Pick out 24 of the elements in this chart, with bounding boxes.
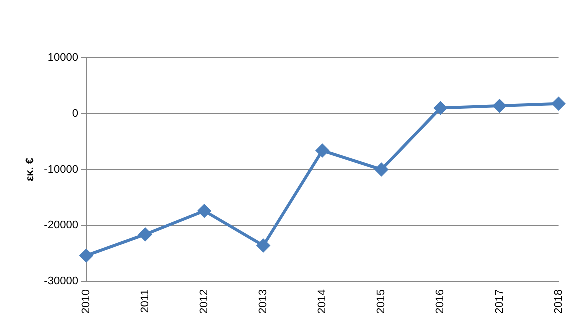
y-axis-title: εκ. €	[24, 158, 37, 182]
x-tick-label: 2014	[316, 290, 329, 314]
y-tick-label: 10000	[48, 52, 78, 64]
point	[198, 204, 212, 218]
x-tick-label: 2016	[434, 290, 447, 314]
point	[493, 100, 506, 113]
point	[316, 144, 330, 158]
x-tick-label: 2012	[198, 290, 211, 314]
point	[375, 163, 388, 176]
x-tick-label: 2013	[258, 290, 270, 314]
point	[552, 97, 566, 110]
y-tick-label: -10000	[44, 164, 78, 176]
x-tick-label: 2011	[140, 290, 152, 314]
x-tick-label: 2018	[552, 290, 565, 314]
point	[257, 239, 270, 252]
point	[80, 249, 93, 262]
y-tick-label: 0	[72, 108, 78, 120]
x-tick-label: 2015	[376, 290, 388, 314]
point	[138, 228, 152, 242]
point	[434, 102, 448, 115]
y-tick-label: -30000	[44, 276, 78, 288]
x-tick-label: 2010	[80, 290, 92, 314]
x-tick-label: 2017	[494, 290, 506, 314]
y-tick-label: -20000	[44, 220, 78, 232]
